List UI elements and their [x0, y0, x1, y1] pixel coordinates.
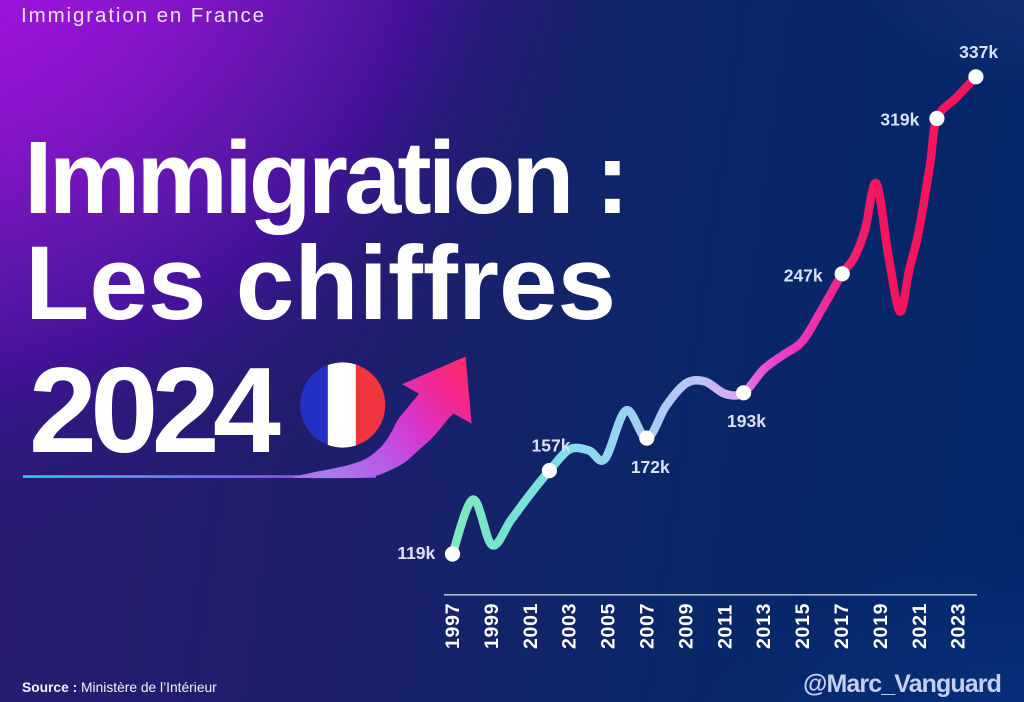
svg-text:2009: 2009: [675, 603, 697, 649]
svg-text:2011: 2011: [714, 604, 736, 649]
svg-text:119k: 119k: [397, 543, 435, 563]
svg-text:319k: 319k: [880, 110, 919, 130]
svg-text:337k: 337k: [959, 42, 998, 62]
svg-text:1997: 1997: [442, 603, 464, 649]
svg-text:2001: 2001: [520, 603, 542, 649]
svg-text:2019: 2019: [870, 603, 892, 649]
svg-text:2003: 2003: [559, 603, 581, 649]
svg-text:2017: 2017: [831, 603, 853, 649]
svg-text:2007: 2007: [637, 603, 659, 649]
svg-text:157k: 157k: [532, 435, 571, 455]
svg-text:2021: 2021: [909, 603, 931, 649]
svg-text:1999: 1999: [481, 603, 503, 649]
svg-text:2015: 2015: [792, 603, 814, 649]
svg-text:193k: 193k: [727, 411, 766, 431]
svg-text:2023: 2023: [948, 603, 970, 649]
svg-text:2005: 2005: [598, 603, 620, 649]
svg-text:172k: 172k: [631, 457, 670, 477]
svg-text:247k: 247k: [784, 265, 823, 285]
svg-text:2013: 2013: [753, 603, 775, 649]
